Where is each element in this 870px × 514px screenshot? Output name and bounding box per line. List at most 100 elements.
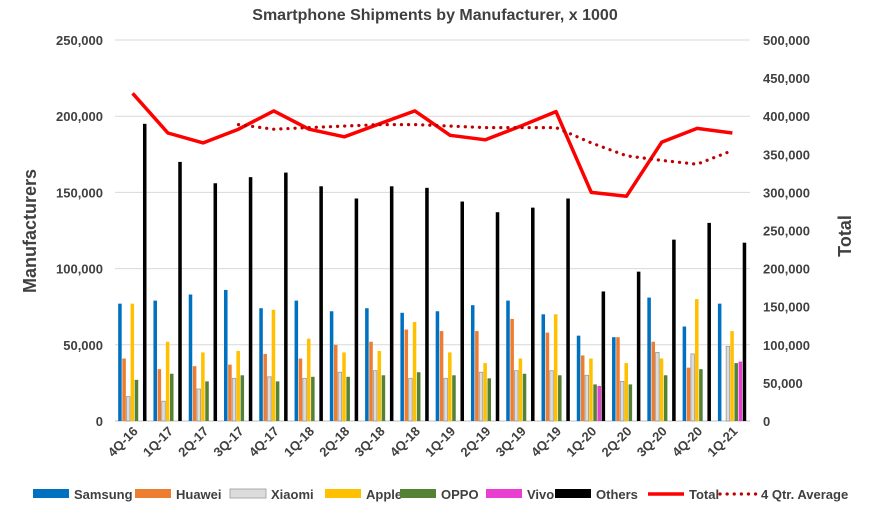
bar-vivo xyxy=(597,385,601,421)
bar-apple xyxy=(130,303,135,421)
bar-apple xyxy=(271,309,276,421)
bar-oppo xyxy=(134,379,139,421)
bar-vivo xyxy=(738,361,743,421)
bar-apple xyxy=(553,314,558,421)
bar-others xyxy=(742,242,747,421)
x-tick-label: 4Q-19 xyxy=(528,424,564,460)
right-tick-label: 0 xyxy=(763,414,770,429)
x-tick-label: 4Q-18 xyxy=(387,424,423,460)
x-tick-label: 1Q-21 xyxy=(704,424,740,460)
bar-samsung xyxy=(294,300,299,421)
bar-samsung xyxy=(153,300,157,421)
bar-apple xyxy=(448,352,452,421)
bar-oppo xyxy=(452,375,456,421)
legend-label-samsung: Samsung xyxy=(74,487,133,502)
line-4-qtr-average xyxy=(236,122,735,166)
bar-samsung xyxy=(470,305,475,421)
bar-apple xyxy=(730,331,734,421)
x-tick-label: 2Q-18 xyxy=(316,424,352,460)
bar-xiaomi xyxy=(196,388,201,422)
bar-apple xyxy=(236,350,240,421)
bar-huawei xyxy=(545,332,550,421)
bar-samsung xyxy=(365,308,369,421)
bar-apple xyxy=(201,352,205,421)
legend-label-others: Others xyxy=(596,487,638,502)
bar-others xyxy=(354,198,359,421)
bar-xiaomi xyxy=(267,376,272,422)
bar-huawei xyxy=(298,358,303,421)
bar-xiaomi xyxy=(372,370,378,422)
bar-apple xyxy=(377,350,382,421)
right-tick-label: 150,000 xyxy=(763,300,810,315)
bar-xiaomi xyxy=(443,377,448,422)
x-tick-label: 4Q-20 xyxy=(669,424,705,460)
x-tick-label: 4Q-16 xyxy=(105,424,141,460)
legend-swatch-apple xyxy=(325,489,361,498)
bar-huawei xyxy=(686,367,691,421)
bar-others xyxy=(425,187,429,421)
bar-huawei xyxy=(157,369,162,421)
left-tick-label: 200,000 xyxy=(56,109,103,124)
bar-oppo xyxy=(663,375,668,421)
bar-samsung xyxy=(506,300,510,421)
bar-others xyxy=(495,212,500,421)
bar-samsung xyxy=(717,303,722,421)
bar-huawei xyxy=(580,355,585,421)
bar-apple xyxy=(659,358,664,421)
bar-apple xyxy=(412,321,417,421)
bar-xiaomi xyxy=(337,371,343,422)
bar-oppo xyxy=(275,381,280,421)
legend-swatch-oppo xyxy=(400,489,436,498)
bar-oppo xyxy=(593,384,597,421)
bar-samsung xyxy=(541,314,546,421)
bar-huawei xyxy=(333,344,338,421)
legend-label-oppo: OPPO xyxy=(441,487,479,502)
bar-huawei xyxy=(404,329,409,421)
legend-label-apple: Apple xyxy=(366,487,402,502)
legend-label-vivo: Vivo xyxy=(527,487,554,502)
bar-xiaomi xyxy=(408,377,413,422)
bar-xiaomi xyxy=(231,377,237,422)
bar-huawei xyxy=(263,353,267,421)
bar-huawei xyxy=(510,318,514,421)
legend-label-total: Total xyxy=(689,487,719,502)
bar-oppo xyxy=(628,384,633,421)
x-tick-label: 3Q-17 xyxy=(210,424,246,460)
legend-label-huawei: Huawei xyxy=(176,487,222,502)
bar-xiaomi xyxy=(126,396,131,422)
bar-samsung xyxy=(118,303,122,421)
bar-oppo xyxy=(346,376,350,421)
left-tick-label: 50,000 xyxy=(63,338,103,353)
x-tick-label: 1Q-17 xyxy=(140,424,176,460)
bar-huawei xyxy=(228,364,232,421)
bar-xiaomi xyxy=(725,345,731,422)
x-tick-label: 3Q-18 xyxy=(352,424,388,460)
x-axis-ticks: 4Q-16 1Q-17 2Q-17 3Q-17 4Q-17 1Q-18 2Q-18 3Q-18… xyxy=(105,424,741,460)
bar-samsung xyxy=(647,297,651,421)
bar-others xyxy=(460,201,464,421)
x-tick-label: 1Q-19 xyxy=(422,424,458,460)
bar-oppo xyxy=(381,375,386,421)
legend-swatch-samsung xyxy=(33,489,69,498)
bars xyxy=(118,123,747,422)
bar-samsung xyxy=(435,311,440,421)
bar-oppo xyxy=(311,376,315,421)
right-tick-label: 350,000 xyxy=(763,147,810,162)
legend-label-4-qtr-average: 4 Qtr. Average xyxy=(761,487,848,502)
left-tick-label: 100,000 xyxy=(56,262,103,277)
bar-apple xyxy=(624,363,628,421)
x-tick-label: 2Q-17 xyxy=(175,424,211,460)
bar-others xyxy=(531,207,535,421)
bar-huawei xyxy=(616,337,620,421)
bar-samsung xyxy=(329,311,334,421)
right-tick-label: 50,000 xyxy=(763,376,803,391)
x-tick-label: 3Q-19 xyxy=(493,424,529,460)
gridlines xyxy=(115,39,750,422)
bar-apple xyxy=(518,358,523,421)
bar-oppo xyxy=(699,369,703,421)
bar-oppo xyxy=(416,372,421,421)
bar-xiaomi xyxy=(584,374,589,422)
left-tick-label: 250,000 xyxy=(56,33,103,48)
x-tick-label: 2Q-19 xyxy=(457,424,493,460)
